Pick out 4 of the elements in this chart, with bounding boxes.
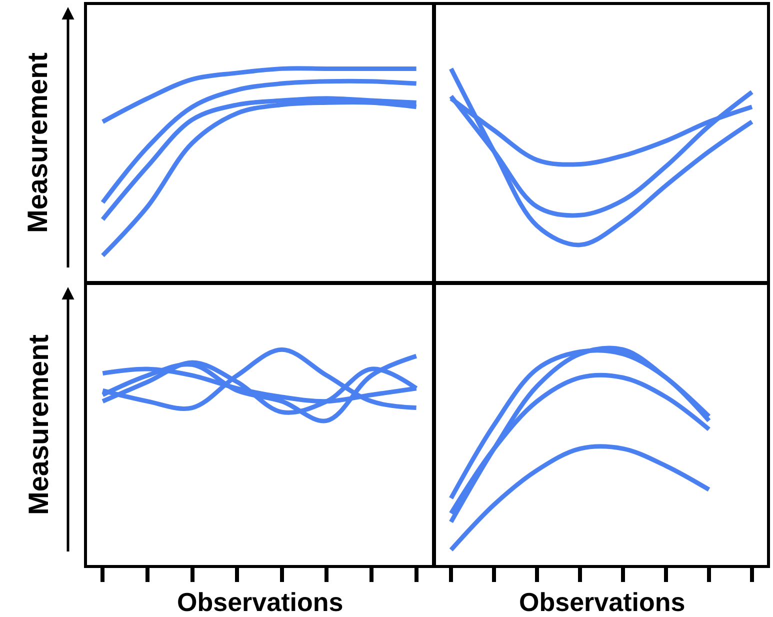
x-axis-title: Observations bbox=[177, 587, 344, 617]
y-axis-title: Measurement bbox=[23, 334, 54, 515]
x-axis-title: Observations bbox=[519, 587, 686, 617]
y-axis-title: Measurement bbox=[22, 52, 53, 233]
